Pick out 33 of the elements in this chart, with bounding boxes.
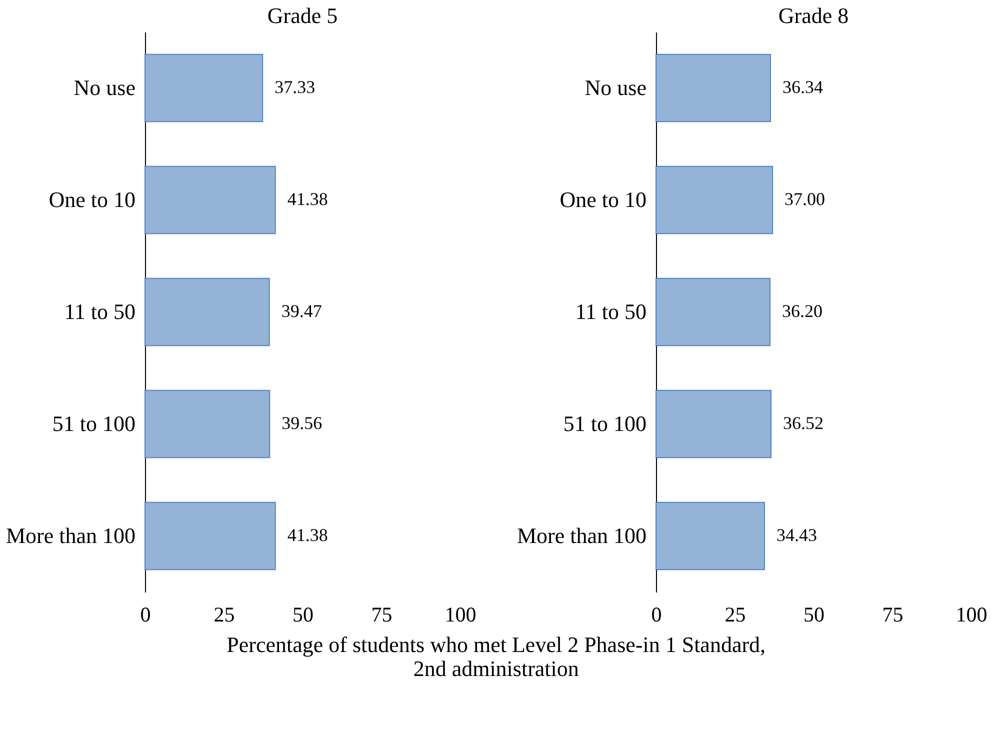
y-tick-label: More than 100: [6, 523, 136, 548]
x-tick-label: 0: [140, 602, 151, 626]
x-tick-label: 75: [371, 602, 392, 626]
data-label: 36.20: [782, 301, 823, 321]
chart-title: Grade 5: [267, 3, 338, 28]
y-tick-label: 11 to 50: [575, 299, 646, 324]
x-tick-label: 100: [956, 602, 988, 626]
x-tick-label: 25: [214, 602, 235, 626]
y-tick-label: 51 to 100: [563, 411, 646, 436]
x-axis-title: Percentage of students who met Level 2 Phase-in 1 Standard, 2nd administration: [226, 632, 766, 681]
y-tick-label: No use: [584, 75, 646, 100]
y-tick-label: One to 10: [48, 187, 136, 212]
y-tick-label: 11 to 50: [64, 299, 136, 324]
x-tick-label: 0: [651, 602, 662, 626]
y-tick-label: 51 to 100: [52, 411, 136, 436]
data-label: 41.38: [287, 189, 328, 209]
data-label: 37.00: [784, 189, 826, 209]
x-tick-label: 50: [804, 602, 824, 626]
data-label: 37.33: [274, 77, 316, 97]
data-label: 36.52: [783, 413, 824, 433]
x-tick-label: 25: [724, 602, 746, 626]
data-label: 39.47: [281, 301, 322, 321]
x-tick-label: 100: [444, 602, 476, 626]
x-tick-label: 75: [882, 602, 904, 626]
data-label: 36.34: [782, 77, 823, 97]
x-tick-label: 50: [292, 602, 314, 626]
chart-title: Grade 8: [778, 3, 849, 28]
y-tick-label: One to 10: [560, 187, 646, 212]
data-label: 39.56: [282, 413, 322, 433]
y-tick-label: No use: [74, 75, 136, 100]
data-label: 41.38: [287, 525, 328, 545]
y-tick-label: More than 100: [516, 523, 646, 548]
data-label: 34.43: [776, 525, 817, 545]
